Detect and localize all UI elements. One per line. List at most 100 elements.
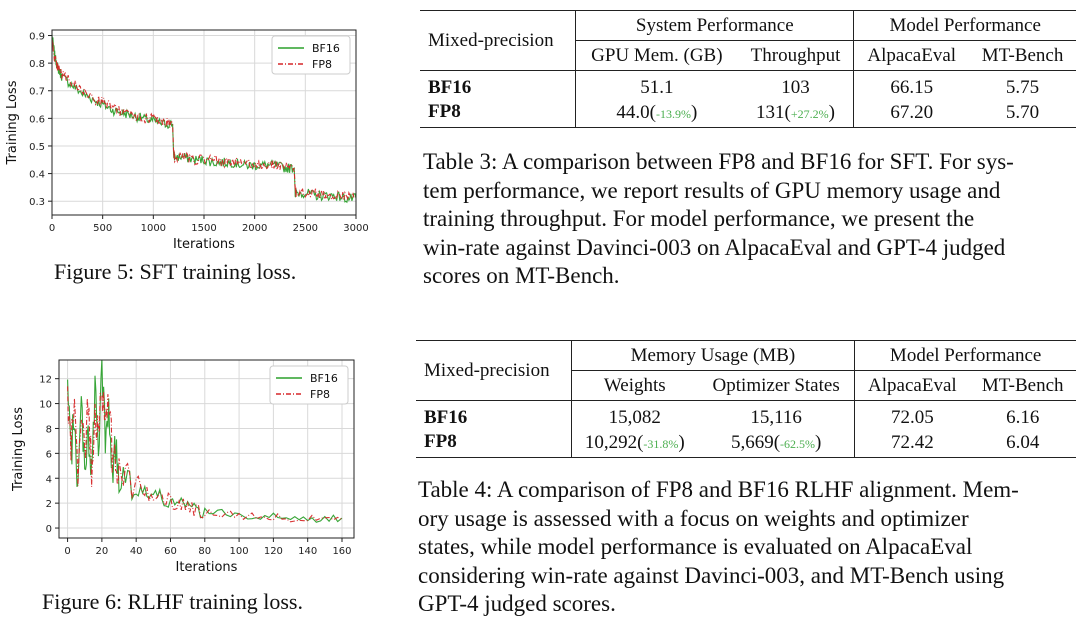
- legend-label-bf16: BF16: [312, 42, 340, 55]
- table-4-row-bf16-label: BF16: [416, 400, 572, 429]
- legend-label-bf16: BF16: [310, 372, 338, 385]
- table-4-col-alpacaeval: AlpacaEval: [868, 374, 957, 396]
- cell-value: 5,669: [730, 432, 774, 453]
- y-tick-label: 0.6: [29, 114, 45, 125]
- table-4-row-bf16-alpaca: 72.05: [854, 400, 970, 429]
- table-4-col-weights: Weights: [603, 374, 666, 396]
- x-axis-label: Iterations: [173, 237, 235, 252]
- x-tick-label: 2000: [242, 223, 267, 234]
- table-4-row-bf16-optimizer: 15,116: [698, 400, 856, 429]
- caption-line: ory usage is assessed with a focus on we…: [418, 505, 969, 531]
- delta-value: -31.8%: [643, 437, 679, 451]
- x-axis-label: Iterations: [176, 560, 238, 575]
- x-tick-label: 3000: [343, 223, 368, 234]
- table-3-group-system: System Performance: [575, 10, 855, 41]
- y-tick-label: 4: [46, 474, 52, 485]
- x-tick-label: 100: [230, 546, 249, 557]
- cell-value: 44.0: [616, 102, 650, 123]
- caption-line: scores on MT-Bench.: [423, 263, 620, 288]
- table-3-row-fp8-throughput: 131(+27.2%): [737, 99, 855, 128]
- x-tick-label: 0: [49, 223, 55, 234]
- y-tick-label: 6: [46, 449, 52, 460]
- figure-5-chart: 0 500 1000 1500 2000 2500 3000 0.3 0.4 0.5 0.6 0.7 0…: [0, 22, 372, 252]
- caption-line: training throughput. For model performan…: [423, 206, 975, 231]
- caption-line: GPT-4 judged scores.: [418, 591, 616, 616]
- table-4-row-fp8-alpaca: 72.42: [854, 429, 970, 458]
- table-4-row-fp8-label: FP8: [416, 429, 572, 458]
- table-3-col-throughput: Throughput: [737, 40, 855, 71]
- table-4-col-optimizer: Optimizer States: [698, 370, 856, 401]
- y-tick-label: 2: [46, 499, 52, 510]
- delta-value: -13.9%: [655, 107, 691, 121]
- plot-frame: [58, 359, 355, 539]
- figure-5-svg: 0 500 1000 1500 2000 2500 3000 0.3 0.4 0.5 0.6 0.7 0…: [5, 29, 369, 252]
- table-3-row-bf16-alpaca: 66.15: [853, 70, 970, 99]
- cell-value: 131: [756, 102, 785, 123]
- table-4-group-memory: Memory Usage (MB): [571, 340, 856, 371]
- figure-6-chart: 0 20 40 60 80 100 120 140 160 0 2 4 6 8 10 12 Iterations…: [6, 355, 368, 580]
- table-3-col-mtbench: MT-Bench: [981, 44, 1064, 66]
- caption-line: win-rate against Davinci-003 on AlpacaEv…: [423, 234, 1006, 260]
- y-tick-label: 10: [39, 400, 52, 411]
- series-line-fp8: [52, 40, 356, 202]
- caption-line: Table 4: A comparison of FP8 and BF16 RL…: [418, 477, 1019, 502]
- table-4-row-bf16-weights: 15,082: [571, 400, 699, 429]
- table-4-row-bf16-mtbench: 6.16: [969, 400, 1076, 429]
- x-tick-label: 160: [332, 546, 351, 557]
- table-3-row-fp8-gpu: 44.0(-13.9%): [575, 99, 738, 128]
- x-tick-label: 40: [130, 546, 143, 557]
- legend-label-fp8: FP8: [312, 58, 332, 71]
- table-4-row-fp8-weights: 10,292(-31.8%): [571, 429, 699, 458]
- table-4-col-mtbench: MT-Bench: [981, 374, 1064, 396]
- table-3-row-bf16-label: BF16: [420, 70, 577, 99]
- table-3-col-alpacaeval: AlpacaEval: [867, 44, 957, 66]
- y-tick-label: 0.4: [29, 170, 45, 181]
- delta-value: +27.2%: [790, 107, 829, 121]
- x-tick-label: 20: [96, 546, 109, 557]
- table-3-row-bf16-gpu: 51.1: [575, 70, 738, 99]
- y-tick-label: 0.3: [29, 197, 45, 208]
- cell-value: 51.1: [640, 77, 674, 98]
- y-axis-label: Training Loss: [11, 407, 26, 492]
- figure-5-caption: Figure 5: SFT training loss.: [54, 259, 297, 284]
- y-axis-label: Training Loss: [5, 80, 20, 165]
- table-4-group-model: Model Performance: [854, 340, 1076, 371]
- caption-line: tem performance, we report results of GP…: [423, 177, 1001, 203]
- x-tick-label: 2500: [293, 223, 318, 234]
- x-tick-label: 0: [64, 546, 70, 557]
- table-3-col-gpu-mem: GPU Mem. (GB): [591, 44, 723, 66]
- table-3: Mixed-precision System Performance Model…: [420, 10, 1076, 128]
- cell-value: 103: [781, 77, 810, 98]
- cell-value: 10,292: [584, 432, 638, 453]
- y-tick-label: 0: [46, 524, 52, 535]
- legend-label-fp8: FP8: [310, 388, 330, 401]
- y-tick-label: 0.9: [29, 32, 45, 43]
- x-tick-label: 60: [164, 546, 177, 557]
- caption-line: Table 3: A comparison between FP8 and BF…: [423, 149, 1014, 174]
- y-tick-label: 0.5: [29, 142, 45, 153]
- table-3-row-fp8-label: FP8: [420, 99, 577, 128]
- y-tick-label: 12: [39, 375, 52, 386]
- x-tick-label: 500: [93, 223, 112, 234]
- table-4-row-fp8-optimizer: 5,669(-62.5%): [698, 429, 856, 458]
- table-4-row-fp8-mtbench: 6.04: [969, 429, 1076, 458]
- series-line-bf16: [67, 360, 343, 523]
- y-tick-label: 8: [46, 424, 52, 435]
- cell-value: 15,082: [608, 407, 661, 428]
- table-3-row-fp8-mtbench: 5.70: [969, 99, 1076, 128]
- cell-value: 15,116: [750, 407, 802, 428]
- table-4-caption: Table 4: A comparison of FP8 and BF16 RL…: [418, 476, 1074, 619]
- figure-6-caption: Figure 6: RLHF training loss.: [42, 589, 303, 614]
- table-4-head-left: Mixed-precision: [416, 340, 572, 401]
- table-3-group-model: Model Performance: [853, 10, 1076, 41]
- caption-line: considering win-rate against Davinci-003…: [418, 562, 1005, 588]
- y-tick-label: 0.8: [29, 59, 45, 70]
- table-3-caption: Table 3: A comparison between FP8 and BF…: [423, 148, 1075, 291]
- caption-line: states, while model performance is evalu…: [418, 534, 973, 559]
- x-tick-label: 1000: [141, 223, 166, 234]
- x-tick-label: 120: [264, 546, 283, 557]
- figure-6-svg: 0 20 40 60 80 100 120 140 160 0 2 4 6 8 10 12 Iterations…: [11, 359, 355, 575]
- delta-value: -62.5%: [780, 437, 816, 451]
- table-3-row-fp8-alpaca: 67.20: [853, 99, 970, 128]
- table-3-head-left: Mixed-precision: [420, 10, 577, 71]
